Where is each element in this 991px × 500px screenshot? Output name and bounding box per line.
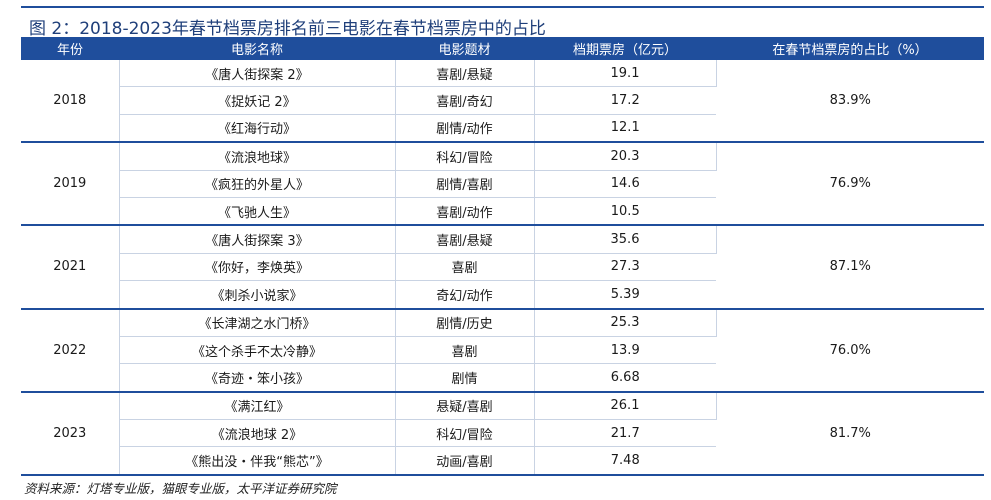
table-row: 《这个杀手不太冷静》 喜剧 13.9	[21, 336, 984, 365]
film-name-cell: 《唐人街探案 2》	[119, 60, 396, 88]
table-row: 《红海行动》 剧情/动作 12.1	[21, 114, 984, 144]
header-row: 年份 电影名称 电影题材 档期票房（亿元） 在春节档票房的占比（%）	[21, 37, 984, 60]
box-office-table: 年份 电影名称 电影题材 档期票房（亿元） 在春节档票房的占比（%） 2018 《…	[21, 37, 984, 476]
film-name-cell: 《熊出没・伴我“熊芯”》	[119, 446, 396, 476]
table-row: 《熊出没・伴我“熊芯”》 动画/喜剧 7.48	[21, 446, 984, 476]
table-row: 2022 《长津湖之水门桥》 剧情/历史 25.3 76.0%	[21, 308, 984, 393]
share-cell: 83.9%	[716, 60, 984, 144]
film-name-cell: 《疯狂的外星人》	[119, 170, 396, 198]
year-cell: 2019	[21, 142, 120, 227]
genre-cell: 科幻/冒险	[395, 419, 535, 448]
film-name-cell: 《长津湖之水门桥》	[119, 308, 396, 337]
genre-cell: 剧情/历史	[395, 308, 535, 337]
genre-cell: 剧情	[395, 363, 535, 393]
header-box-office: 档期票房（亿元）	[534, 37, 716, 60]
table-row: 2023 《满江红》 悬疑/喜剧 26.1 81.7%	[21, 391, 984, 476]
genre-cell: 喜剧/奇幻	[395, 86, 535, 115]
share-cell: 81.7%	[716, 391, 984, 476]
header-film-name: 电影名称	[119, 37, 395, 60]
genre-cell: 剧情/喜剧	[395, 170, 535, 198]
box-office-cell: 17.2	[534, 86, 716, 115]
table-body: 2018 《唐人街探案 2》 喜剧/悬疑 19.1 83.9% 《捉妖记 2》 喜剧/奇幻 1…	[21, 60, 984, 476]
box-office-cell: 35.6	[534, 225, 717, 254]
share-cell: 76.0%	[716, 308, 984, 393]
film-name-cell: 《唐人街探案 3》	[119, 225, 396, 254]
table-row: 2021 《唐人街探案 3》 喜剧/悬疑 35.6 87.1%	[21, 225, 984, 310]
film-name-cell: 《红海行动》	[119, 114, 396, 144]
table-row: 《飞驰人生》 喜剧/动作 10.5	[21, 197, 984, 227]
table-row: 2019 《流浪地球》 科幻/冒险 20.3 76.9%	[21, 142, 984, 227]
film-name-cell: 《奇迹・笨小孩》	[119, 363, 396, 393]
box-office-cell: 6.68	[534, 363, 716, 393]
table-row: 《你好，李焕英》 喜剧 27.3	[21, 253, 984, 282]
genre-cell: 喜剧	[395, 253, 535, 282]
share-cell: 76.9%	[716, 142, 984, 227]
table-row: 《疯狂的外星人》 剧情/喜剧 14.6	[21, 170, 984, 198]
box-office-cell: 27.3	[534, 253, 716, 282]
box-office-cell: 13.9	[534, 336, 716, 365]
film-name-cell: 《流浪地球》	[119, 142, 396, 171]
film-name-cell: 《流浪地球 2》	[119, 419, 396, 448]
film-name-cell: 《你好，李焕英》	[119, 253, 396, 282]
genre-cell: 喜剧/动作	[395, 197, 535, 227]
header-year: 年份	[21, 37, 119, 60]
year-cell: 2023	[21, 391, 120, 476]
genre-cell: 科幻/冒险	[395, 142, 535, 171]
year-cell: 2018	[21, 60, 120, 144]
source-note: 资料来源：灯塔专业版，猫眼专业版，太平洋证券研究院	[24, 481, 337, 496]
header-share: 在春节档票房的占比（%）	[716, 37, 984, 60]
film-name-cell: 《刺杀小说家》	[119, 280, 396, 310]
figure-title-bar: 图 2：2018-2023年春节档票房排名前三电影在春节档票房中的占比	[21, 6, 984, 39]
box-office-cell: 10.5	[534, 197, 716, 227]
box-office-cell: 26.1	[534, 391, 717, 421]
year-cell: 2022	[21, 308, 120, 393]
table-row: 《刺杀小说家》 奇幻/动作 5.39	[21, 280, 984, 310]
table-header: 年份 电影名称 电影题材 档期票房（亿元） 在春节档票房的占比（%）	[21, 37, 984, 60]
genre-cell: 喜剧/悬疑	[395, 225, 535, 254]
film-name-cell: 《满江红》	[119, 391, 396, 421]
box-office-cell: 19.1	[534, 60, 717, 88]
genre-cell: 喜剧	[395, 336, 535, 365]
box-office-cell: 20.3	[534, 142, 717, 171]
table-row: 《奇迹・笨小孩》 剧情 6.68	[21, 363, 984, 393]
table-row: 《流浪地球 2》 科幻/冒险 21.7	[21, 419, 984, 448]
year-cell: 2021	[21, 225, 120, 310]
genre-cell: 奇幻/动作	[395, 280, 535, 310]
box-office-cell: 5.39	[534, 280, 716, 310]
box-office-cell: 21.7	[534, 419, 716, 448]
film-name-cell: 《捉妖记 2》	[119, 86, 396, 115]
box-office-cell: 7.48	[534, 446, 716, 476]
table-row: 2018 《唐人街探案 2》 喜剧/悬疑 19.1 83.9%	[21, 60, 984, 144]
genre-cell: 剧情/动作	[395, 114, 535, 144]
box-office-cell: 25.3	[534, 308, 717, 337]
figure-title: 图 2：2018-2023年春节档票房排名前三电影在春节档票房中的占比	[29, 19, 546, 39]
genre-cell: 动画/喜剧	[395, 446, 535, 476]
film-name-cell: 《这个杀手不太冷静》	[119, 336, 396, 365]
box-office-cell: 12.1	[534, 114, 716, 144]
table-row: 《捉妖记 2》 喜剧/奇幻 17.2	[21, 86, 984, 115]
film-name-cell: 《飞驰人生》	[119, 197, 396, 227]
genre-cell: 喜剧/悬疑	[395, 60, 535, 88]
header-genre: 电影题材	[395, 37, 534, 60]
genre-cell: 悬疑/喜剧	[395, 391, 535, 421]
box-office-cell: 14.6	[534, 170, 716, 198]
share-cell: 87.1%	[716, 225, 984, 310]
